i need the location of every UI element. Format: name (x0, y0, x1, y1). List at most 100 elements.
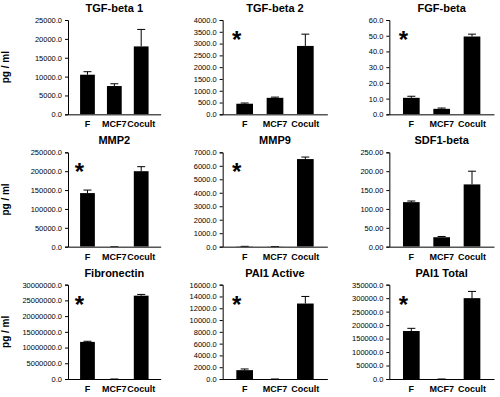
error-bar (468, 291, 476, 298)
y-tick-mark (220, 332, 223, 333)
y-tick: 10000.0 (190, 316, 223, 325)
y-axis: 0.0050.00100.00150.00200.00250.00 (360, 148, 389, 251)
bar (107, 379, 122, 380)
y-tick-mark (65, 95, 68, 96)
x-tick-label: Cocult (127, 384, 155, 394)
panel: 0.05000.010000.015000.020000.025000.0FMC… (0, 2, 161, 129)
bar (134, 296, 149, 379)
x-tick: F (85, 247, 91, 262)
y-tick-label: 25000.0 (35, 16, 62, 25)
x-axis-line (390, 114, 495, 115)
y-tick-mark (220, 67, 223, 68)
error-bar-cap (468, 34, 476, 35)
y-tick: 0.00 (369, 243, 390, 252)
y-tick-mark (386, 20, 389, 21)
bar (267, 98, 284, 115)
y-axis-title: pg / ml (0, 316, 11, 348)
y-tick: 0.0 (52, 243, 68, 252)
x-axis: FMCF7Cocult (223, 114, 328, 129)
y-tick-mark (386, 366, 389, 367)
chart-title: Fibronectin (84, 267, 144, 279)
x-tick-label: F (85, 384, 91, 394)
y-tick-mark (220, 32, 223, 33)
y-tick-mark (220, 379, 223, 380)
x-tick-label: MCF7 (102, 384, 127, 394)
error-bar (407, 328, 415, 331)
y-tick-mark (220, 91, 223, 92)
y-tick-label: 0.0 (52, 375, 62, 384)
x-axis-line (223, 114, 328, 115)
y-axis-line (386, 153, 390, 247)
x-tick-label: MCF7 (102, 252, 127, 262)
x-tick-label: Cocult (291, 119, 319, 129)
error-bar-cap (83, 341, 91, 342)
error-bar (438, 108, 446, 110)
y-tick: 5000.0 (39, 91, 68, 100)
y-tick-label: 0.0 (373, 110, 383, 119)
error-bar-cap (407, 328, 415, 329)
error-bar (438, 379, 446, 380)
x-tick-label: MCF7 (429, 252, 454, 262)
error-bar-cap (137, 166, 145, 167)
plot-area (80, 294, 148, 379)
y-tick-mark (386, 379, 389, 380)
plot-area (403, 171, 480, 246)
y-tick: 250.00 (360, 148, 389, 157)
annotation: * (232, 158, 242, 185)
y-tick: 4000.0 (194, 189, 223, 198)
y-tick: 5000.0 (194, 175, 223, 184)
x-tick: Cocult (458, 114, 486, 129)
y-axis: 0.01000.02000.03000.04000.05000.06000.07… (194, 148, 223, 251)
x-tick: Cocult (291, 247, 319, 262)
error-bar-cap (110, 83, 118, 84)
error-bar-stem (305, 34, 306, 46)
y-tick: 350000.0 (352, 281, 389, 290)
x-tick-label: MCF7 (429, 384, 454, 394)
y-tick-mark (220, 247, 223, 248)
x-axis: FMCF7Cocult (390, 114, 495, 129)
x-tick: MCF7 (263, 379, 288, 394)
error-bar-cap (301, 157, 309, 158)
y-tick: 3000.0 (194, 202, 223, 211)
y-tick: 0.0 (206, 243, 222, 252)
y-tick-label: 40.0 (369, 47, 384, 56)
y-tick-label: 20000.0 (35, 35, 62, 44)
y-tick: 0.0 (52, 110, 68, 119)
bar (433, 379, 450, 380)
y-tick-mark (220, 367, 223, 368)
y-tick-mark (220, 320, 223, 321)
error-bar (110, 246, 118, 247)
bar (80, 75, 95, 115)
x-axis: FMCF7Cocult (69, 114, 162, 129)
y-tick-label: 350000.0 (352, 281, 383, 290)
y-tick: 4000.0 (194, 351, 223, 360)
plot-area (80, 167, 148, 247)
y-tick: 50.0 (369, 32, 390, 41)
error-bar-cap (83, 71, 91, 72)
y-tick: 10000000.0 (22, 343, 68, 352)
error-bar-cap (271, 379, 279, 380)
y-tick-mark (386, 51, 389, 52)
y-tick-label: 150000.0 (31, 186, 62, 195)
x-axis: F MCF7Cocult (69, 379, 162, 394)
annotation: * (232, 26, 242, 53)
y-tick-mark (386, 152, 389, 153)
x-tick: F (242, 379, 248, 394)
y-tick-label: 10000.0 (190, 316, 217, 325)
y-tick: 1000.0 (194, 229, 223, 238)
y-axis-line (65, 285, 69, 379)
y-tick-label: 4000.0 (194, 189, 217, 198)
y-tick: 25000.0 (35, 16, 68, 25)
y-axis-line (386, 285, 390, 379)
x-tick-label: Cocult (291, 252, 319, 262)
x-tick-label: MCF7 (102, 119, 127, 129)
bar (403, 98, 420, 115)
y-tick-label: 0.0 (52, 243, 62, 252)
y-axis-line (65, 153, 69, 247)
y-tick: 250000.0 (31, 148, 68, 157)
bar (80, 342, 95, 379)
x-tick: Cocult (458, 379, 486, 394)
x-axis-line (69, 247, 162, 248)
x-axis-line (69, 114, 162, 115)
y-tick-mark (65, 316, 68, 317)
